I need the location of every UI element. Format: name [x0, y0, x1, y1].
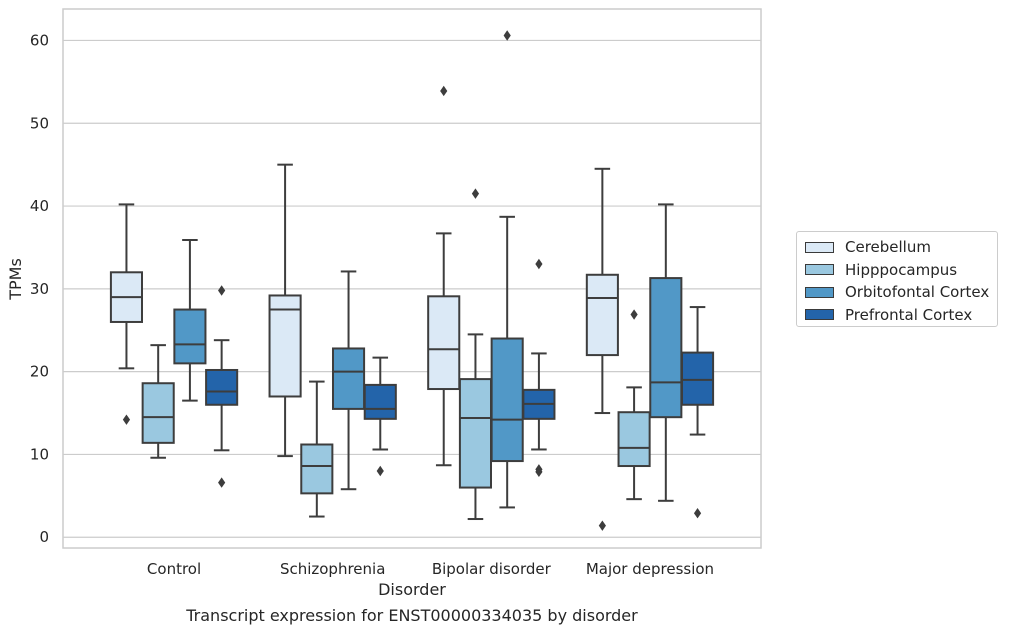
box-prefrontal-cortex	[363, 356, 397, 477]
outlier-point	[122, 414, 131, 425]
outlier-point	[503, 30, 511, 41]
x-tick-label: Major depression	[586, 560, 714, 578]
outlier-point	[218, 285, 226, 296]
outlier-point	[218, 477, 226, 488]
y-tick-label: 60	[30, 31, 49, 49]
box-iqr	[141, 382, 175, 444]
x-tick-label: Bipolar disorder	[432, 560, 552, 578]
legend-item: Cerebellum	[805, 236, 997, 259]
box-cerebellum	[268, 163, 302, 458]
legend-swatch	[805, 241, 834, 253]
outlier-point	[598, 520, 606, 531]
legend-swatch	[805, 309, 834, 321]
legend: Cerebellum Hipppocampus Orbitofontal Corte…	[796, 231, 998, 327]
box-iqr	[649, 277, 683, 419]
outlier-point	[440, 85, 448, 97]
box-prefrontal-cortex	[522, 258, 556, 478]
legend-label: Cerebellum	[845, 238, 931, 257]
y-tick-labels: 0 10 20 30 40 50 60	[30, 31, 49, 546]
y-tick-label: 10	[30, 445, 49, 463]
outlier-point	[630, 309, 638, 320]
box-plots	[109, 30, 715, 531]
outlier-point	[535, 258, 543, 270]
plot-frame	[62, 8, 762, 549]
legend-swatch	[805, 286, 834, 298]
y-tick-label: 40	[30, 197, 49, 215]
box-orbitofontal-cortex	[173, 239, 207, 402]
grid-lines	[63, 39, 761, 538]
legend-item: Prefrontal Cortex	[805, 304, 997, 327]
box-iqr	[458, 378, 493, 489]
y-tick-label: 50	[30, 114, 49, 132]
x-tick-label: Control	[147, 560, 201, 578]
x-tick-labels: Control Schizophrenia Bipolar disorder Majo…	[147, 560, 714, 578]
box-iqr	[300, 443, 334, 495]
outlier-point	[471, 188, 480, 199]
box-orbitofontal-cortex	[490, 30, 524, 509]
legend-swatch	[805, 264, 834, 276]
y-tick-label: 0	[39, 528, 49, 546]
box-iqr	[585, 273, 619, 357]
box-cerebellum	[585, 167, 619, 531]
box-cerebellum	[427, 85, 461, 467]
box-iqr	[680, 351, 715, 406]
x-tick-label: Schizophrenia	[280, 560, 385, 578]
box-iqr	[427, 295, 461, 391]
box-hipppocampus	[141, 344, 175, 459]
outlier-point	[535, 466, 543, 478]
legend-item: Hipppocampus	[805, 259, 997, 282]
legend-label: Prefrontal Cortex	[845, 305, 973, 324]
y-tick-label: 30	[30, 280, 49, 298]
box-iqr	[173, 308, 207, 365]
box-hipppocampus	[300, 380, 334, 518]
box-orbitofontal-cortex	[649, 203, 683, 502]
box-iqr	[331, 347, 366, 410]
box-prefrontal-cortex	[205, 285, 239, 488]
legend-label: Orbitofontal Cortex	[845, 283, 990, 302]
box-iqr	[205, 368, 239, 406]
box-orbitofontal-cortex	[331, 270, 366, 491]
legend-label: Hipppocampus	[845, 260, 958, 279]
box-iqr	[268, 294, 302, 398]
y-tick-label: 20	[30, 363, 49, 381]
box-iqr	[617, 411, 651, 468]
box-cerebellum	[109, 203, 144, 425]
box-hipppocampus	[617, 309, 651, 501]
box-prefrontal-cortex	[680, 306, 715, 519]
legend-item: Orbitofontal Cortex	[805, 281, 997, 304]
box-iqr	[363, 383, 397, 420]
outlier-point	[693, 508, 702, 519]
box-hipppocampus	[458, 188, 493, 521]
chart-caption: Transcript expression for ENST0000033403…	[186, 606, 638, 625]
outlier-point	[376, 465, 384, 477]
box-iqr	[490, 337, 524, 463]
x-axis-label: Disorder	[378, 580, 446, 599]
y-axis-label: TPMs	[6, 258, 25, 301]
